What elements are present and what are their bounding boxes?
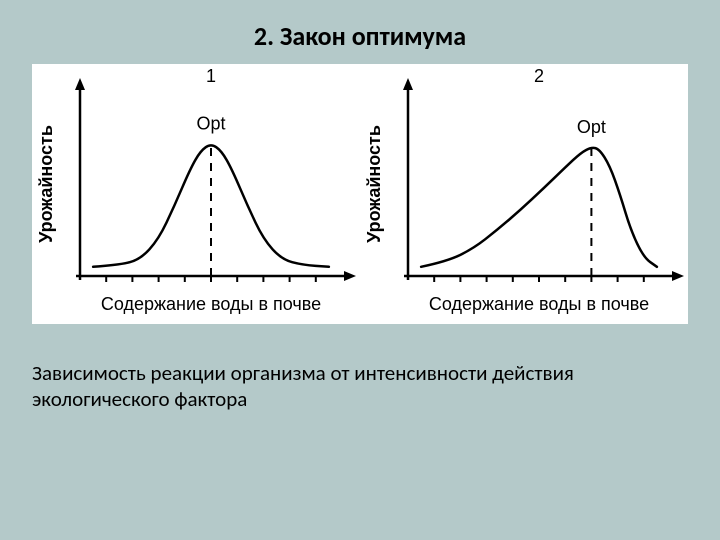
x-axis-label: Содержание воды в почве [429, 294, 649, 314]
chart-pane: Opt 1 Урожайность Содержание воды в почве Op… [32, 64, 688, 324]
chart-number: 2 [534, 66, 544, 86]
x-axis-label: Содержание воды в почве [101, 294, 321, 314]
y-axis-label: Урожайность [364, 125, 384, 243]
charts-svg: Opt 1 Урожайность Содержание воды в почве Op… [32, 64, 688, 324]
opt-label: Opt [196, 114, 225, 134]
slide-title: 2. Закон оптимума [0, 0, 720, 52]
slide: 2. Закон оптимума Opt 1 Урожайность Содержа… [0, 0, 720, 540]
opt-label: Opt [577, 117, 606, 137]
chart-number: 1 [206, 66, 216, 86]
y-axis-label: Урожайность [36, 125, 56, 243]
caption-text: Зависимость реакции организма от интенси… [32, 360, 688, 413]
